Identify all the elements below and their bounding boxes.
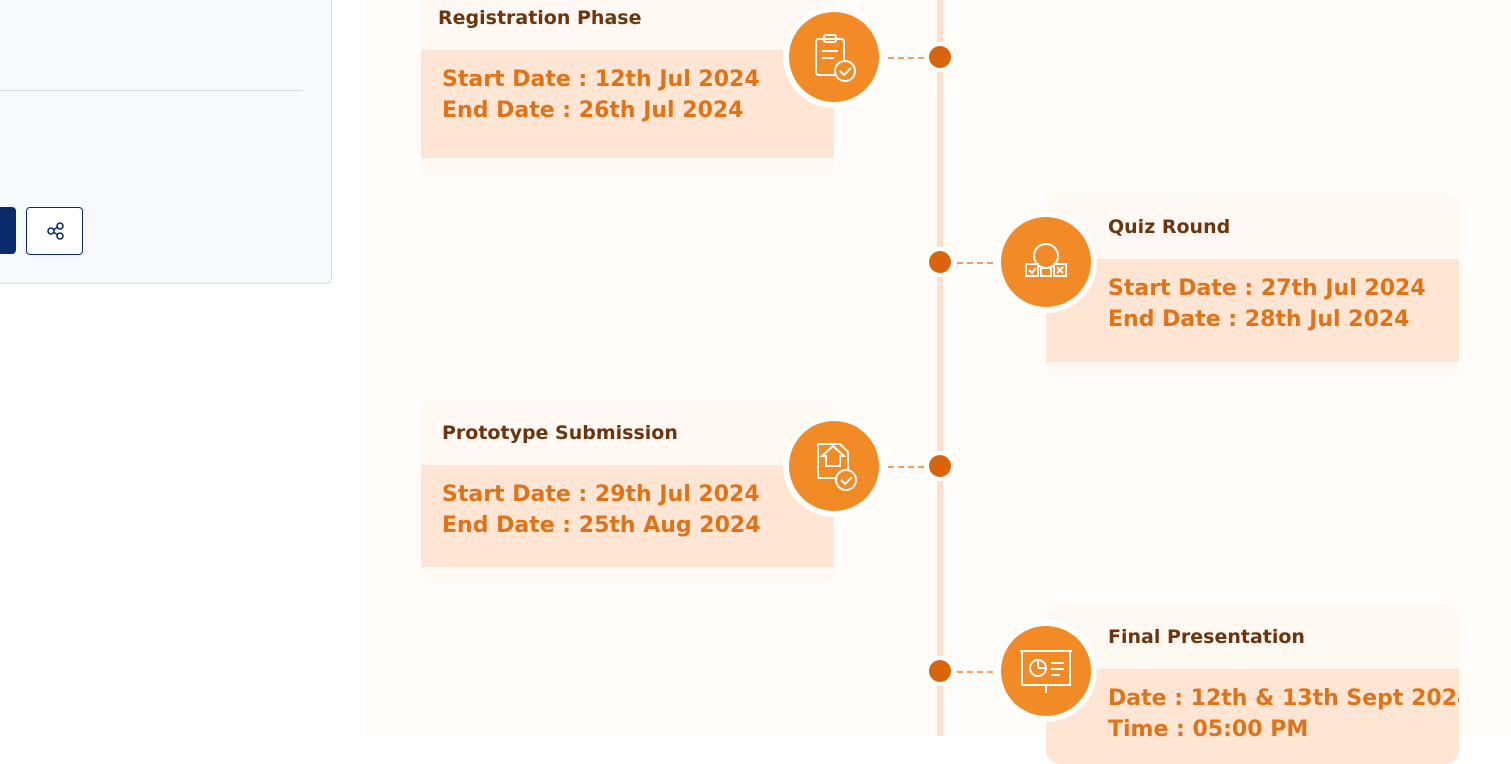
- timeline-line: [937, 0, 943, 736]
- info-panel: [0, 0, 332, 284]
- card-line: Date : 12th & 13th Sept 2024,: [1108, 686, 1459, 711]
- card-line: Start Date : 12th Jul 2024: [442, 67, 760, 92]
- timeline-card: Registration Phase Start Date : 12th Jul…: [421, 0, 834, 175]
- card-line: Start Date : 29th Jul 2024: [442, 482, 760, 507]
- divider: [0, 90, 303, 91]
- card-title: Registration Phase: [438, 6, 642, 29]
- timeline-card: Prototype Submission Start Date : 29th J…: [421, 400, 834, 583]
- share-button[interactable]: [26, 207, 83, 255]
- timeline-dot: [925, 451, 955, 481]
- card-body: Date : 12th & 13th Sept 2024, Time : 05:…: [1046, 669, 1459, 764]
- card-title: Quiz Round: [1108, 215, 1231, 238]
- connector: [888, 466, 924, 468]
- share-icon: [47, 222, 64, 240]
- icon-quiz: [995, 211, 1097, 313]
- icon-presentation: [995, 620, 1097, 722]
- timeline-card: Quiz Round Start Date : 27th Jul 2024 En…: [1046, 194, 1459, 378]
- card-line: Start Date : 27th Jul 2024: [1108, 276, 1426, 301]
- card-title: Prototype Submission: [442, 421, 678, 444]
- card-body: Start Date : 29th Jul 2024 End Date : 25…: [421, 465, 834, 567]
- card-line: End Date : 26th Jul 2024: [442, 98, 744, 123]
- card-title: Final Presentation: [1108, 625, 1305, 648]
- icon-registration: [783, 6, 885, 108]
- primary-button[interactable]: [0, 207, 16, 254]
- card-line: End Date : 28th Jul 2024: [1108, 307, 1410, 332]
- icon-submission: [783, 415, 885, 517]
- page: Registration Phase Start Date : 12th Jul…: [0, 0, 1459, 764]
- timeline-dot: [925, 42, 955, 72]
- connector: [888, 57, 924, 59]
- connector: [957, 671, 993, 673]
- card-body: Start Date : 12th Jul 2024 End Date : 26…: [421, 50, 834, 158]
- timeline-dot: [925, 656, 955, 686]
- card-line: End Date : 25th Aug 2024: [442, 513, 761, 538]
- timeline-card: Final Presentation Date : 12th & 13th Se…: [1046, 604, 1459, 764]
- card-line: Time : 05:00 PM: [1108, 717, 1309, 742]
- timeline-dot: [925, 247, 955, 277]
- card-body: Start Date : 27th Jul 2024 End Date : 28…: [1046, 259, 1459, 362]
- connector: [957, 262, 993, 264]
